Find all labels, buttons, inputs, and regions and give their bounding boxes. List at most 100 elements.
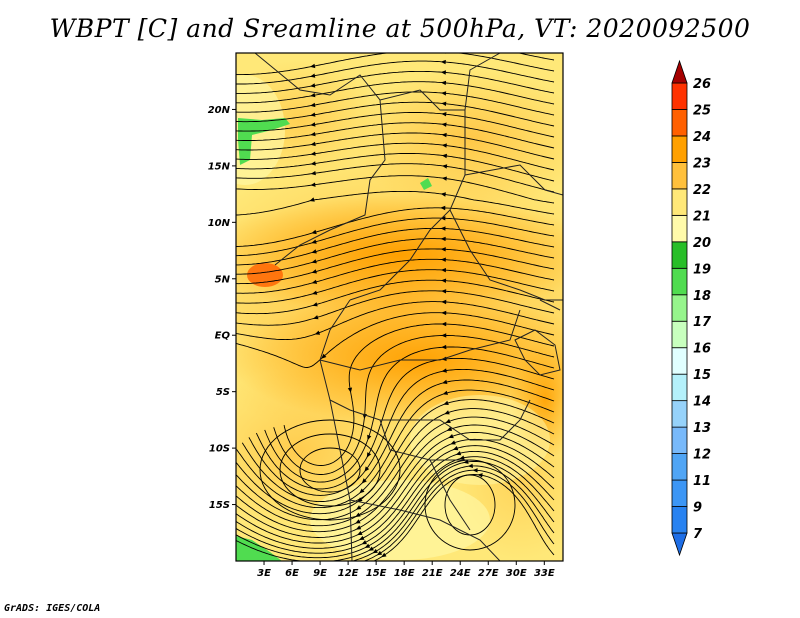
colorbar-label: 16 [693, 342, 711, 357]
colorbar-label: 22 [693, 183, 711, 198]
country-borders [254, 53, 563, 561]
colorbar-box [671, 135, 688, 163]
streamline [351, 465, 555, 561]
latitude-axis: 20N 15N 10N 5N EQ 5S 10S 15S [208, 105, 236, 511]
colorbar-box [671, 479, 688, 507]
lon-tick-label: 15E [366, 568, 387, 579]
streamline [236, 122, 555, 149]
streamline [236, 279, 555, 315]
colorbar-label: 12 [693, 448, 711, 463]
streamline-loop [299, 447, 361, 493]
streamline [236, 431, 555, 538]
streamline [236, 269, 555, 304]
colorbar-max-triangle [671, 59, 688, 84]
colorbar-box [671, 109, 688, 137]
colorbar-label: 11 [693, 474, 711, 489]
lat-tick-label: 15N [208, 161, 231, 172]
streamline [236, 153, 555, 182]
green-patch-nw [238, 118, 290, 165]
streamline [273, 335, 555, 475]
streamline [236, 399, 555, 515]
lon-tick-label: 18E [394, 568, 415, 579]
colorbar-label: 14 [693, 395, 711, 410]
grads-credit: GrADS: IGES/COLA [4, 603, 101, 614]
colorbar-label: 25 [693, 103, 711, 118]
colorbar-label: 15 [693, 368, 711, 383]
colorbar-box [671, 82, 688, 110]
colorbar-label: 24 [693, 130, 711, 145]
colorbar-label: 13 [693, 421, 711, 436]
colorbar-box [671, 400, 688, 428]
streamline [236, 461, 555, 561]
colorbar: 7 9 11 12 13 14 15 16 17 18 19 20 21 22 23 24 25 26 [671, 59, 712, 557]
streamline [264, 346, 555, 483]
map-frame [235, 52, 564, 562]
streamline [236, 81, 555, 105]
streamline [236, 238, 555, 275]
streamline [363, 469, 555, 561]
lon-tick-label: 33E [534, 568, 555, 579]
colorbar-box [671, 241, 688, 269]
lon-tick-label: 6E [285, 568, 299, 579]
colorbar-label: 18 [693, 289, 711, 304]
streamline [236, 438, 555, 544]
lat-tick-label: 15S [209, 500, 230, 511]
colorbar-box [671, 347, 688, 375]
colorbar-box [671, 373, 688, 402]
colorbar-label: 23 [693, 156, 711, 171]
lon-tick-label: 12E [338, 568, 359, 579]
streamline [236, 445, 555, 549]
lon-tick-label: 9E [313, 568, 327, 579]
lat-tick-label: 10N [208, 218, 231, 229]
streamline-loop [259, 419, 401, 521]
streamline-loop [279, 433, 381, 507]
lat-tick-label: 20N [208, 105, 231, 116]
colorbar-label: 7 [693, 527, 703, 542]
streamline [255, 357, 555, 490]
colorbar-box [671, 188, 688, 216]
streamline [236, 408, 555, 521]
streamline [283, 323, 555, 466]
streamline [236, 450, 555, 554]
streamline [236, 207, 555, 247]
colorbar-min-triangle [671, 532, 688, 557]
streamline [236, 163, 555, 193]
streamline [236, 175, 555, 204]
streamline [236, 190, 555, 216]
streamline [236, 416, 555, 527]
streamline [248, 368, 555, 496]
streamline [236, 91, 555, 116]
lon-tick-label: 30E [506, 568, 527, 579]
lat-tick-label: EQ [215, 331, 231, 342]
colorbar-box [671, 506, 688, 534]
chart-title: WBPT [C] and Sreamline at 500hPa, VT: 20… [49, 14, 751, 43]
streamline [236, 53, 555, 76]
streamline [236, 60, 555, 85]
colorbar-label: 17 [693, 315, 712, 330]
streamline [236, 101, 555, 127]
colorbar-box [671, 320, 688, 349]
lon-tick-label: 21E [422, 568, 443, 579]
lat-tick-label: 5S [216, 387, 230, 398]
lon-tick-label: 27E [478, 568, 499, 579]
map-area [236, 53, 563, 561]
streamline [236, 290, 555, 326]
colorbar-label: 19 [693, 262, 711, 277]
streamline [236, 389, 555, 509]
streamline [236, 70, 555, 94]
green-patch-center [420, 178, 432, 190]
colorbar-box [671, 214, 688, 243]
colorbar-box [671, 426, 688, 454]
streamline [516, 53, 555, 61]
colorbar-label: 9 [693, 501, 702, 516]
streamline [236, 142, 555, 171]
streamline [236, 258, 555, 294]
colorbar-box [671, 267, 688, 296]
streamlines [236, 53, 555, 561]
colorbar-label: 21 [693, 209, 711, 224]
colorbar-label: 26 [693, 77, 711, 92]
lat-tick-label: 5N [215, 274, 231, 285]
longitude-axis: 3E 6E 9E 12E 15E 18E 21E 24E 27E 30E 33E [257, 561, 555, 579]
streamline [236, 301, 555, 341]
